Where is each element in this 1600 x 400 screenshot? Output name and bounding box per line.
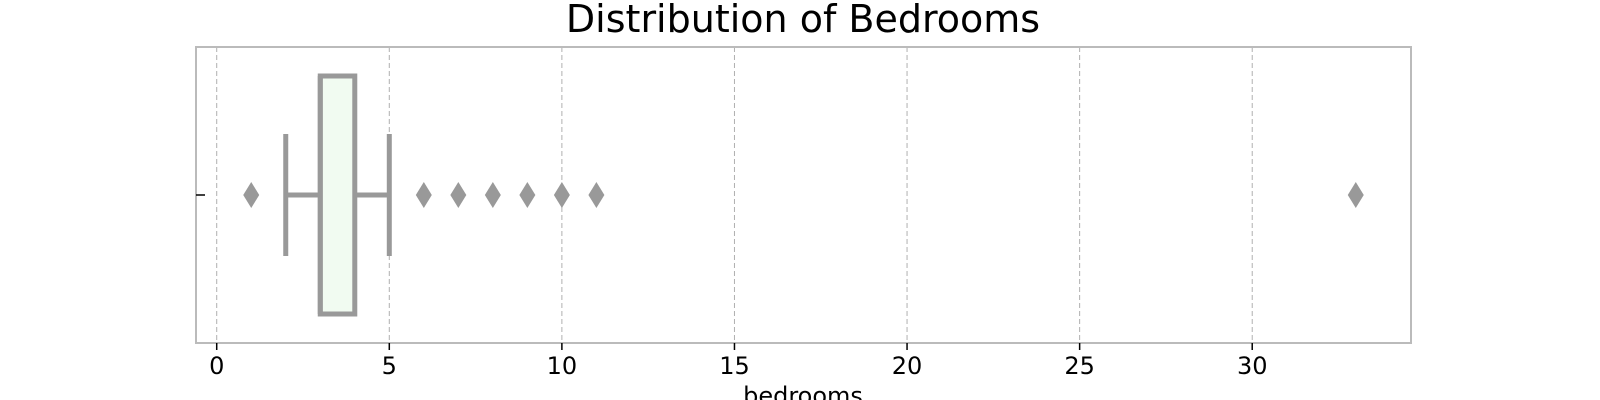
chart-title: Distribution of Bedrooms xyxy=(566,0,1040,41)
x-tick-label: 5 xyxy=(382,352,397,380)
outlier-point xyxy=(243,182,260,208)
outlier-point xyxy=(1347,182,1364,208)
x-tick-label: 25 xyxy=(1064,352,1095,380)
iqr-box xyxy=(317,73,358,317)
outlier-point xyxy=(588,182,605,208)
x-tick-label: 15 xyxy=(719,352,750,380)
x-tick-label: 10 xyxy=(547,352,578,380)
x-tick-label: 0 xyxy=(209,352,224,380)
outlier-point xyxy=(450,182,467,208)
outlier-point xyxy=(484,182,501,208)
outlier-point xyxy=(553,182,570,208)
x-axis-label: bedrooms xyxy=(743,382,863,400)
outlier-point xyxy=(415,182,432,208)
x-tick-label: 30 xyxy=(1237,352,1268,380)
outliers xyxy=(243,182,1364,208)
x-tick-labels: 0 5 10 15 20 25 30 xyxy=(209,343,1267,380)
box-group xyxy=(283,73,392,317)
outlier-point xyxy=(519,182,536,208)
x-tick-label: 20 xyxy=(892,352,923,380)
